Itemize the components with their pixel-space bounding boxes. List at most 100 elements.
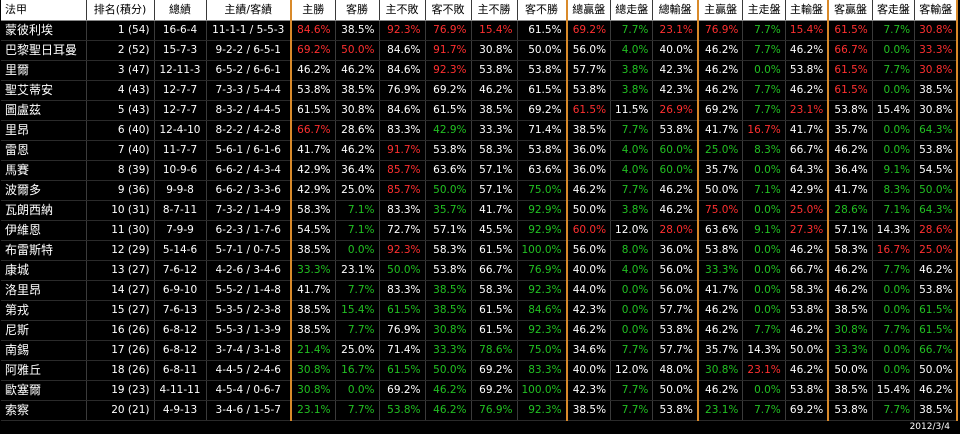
percent-cell: 0.0% <box>742 60 786 81</box>
table-row[interactable]: 里爾 3 (47) 12-11-3 6-5-2 / 6-6-1 46.2% 46.2% 84… <box>1 60 959 81</box>
percent-cell: 7.7% <box>742 40 786 61</box>
percent-cell: 50.0% <box>425 180 472 201</box>
percent-cell: 61.5% <box>471 300 518 321</box>
overall-record-cell: 12-7-7 <box>154 100 207 121</box>
percent-cell: 21.4% <box>291 340 336 361</box>
table-row[interactable]: 波爾多 9 (36) 9-9-8 6-6-2 / 3-3-6 42.9% 25.0% 85.… <box>1 180 959 201</box>
percent-cell: 60.0% <box>652 140 699 161</box>
percent-cell: 76.9% <box>425 20 472 41</box>
table-row[interactable]: 南錫 17 (26) 6-8-12 3-7-4 / 3-1-8 21.4% 25.0% 71… <box>1 340 959 361</box>
table-row[interactable]: 圖盧茲 5 (43) 12-7-7 8-3-2 / 4-4-5 61.5% 30.8% 84… <box>1 100 959 121</box>
table-row[interactable]: 蒙彼利埃 1 (54) 16-6-4 11-1-1 / 5-5-3 84.6% 38.5%… <box>1 20 959 41</box>
percent-cell: 25.0% <box>335 340 380 361</box>
table-row[interactable]: 瓦朗西納 10 (31) 8-7-11 7-3-2 / 1-4-9 58.3% 7.1% 8… <box>1 200 959 221</box>
percent-cell: 50.0% <box>652 380 699 401</box>
percent-cell: 42.9% <box>425 120 472 141</box>
percent-cell: 36.0% <box>652 240 699 261</box>
percent-cell: 46.2% <box>785 240 830 261</box>
percent-cell: 23.1% <box>335 260 380 281</box>
column-header[interactable]: 主走盤 <box>742 0 786 21</box>
table-row[interactable]: 布雷斯特 12 (29) 5-14-6 5-7-1 / 0-7-5 38.5% 0.0% 9… <box>1 240 959 261</box>
column-header[interactable]: 客不敗 <box>425 0 472 21</box>
home-away-record-cell: 6-2-3 / 1-7-6 <box>206 220 292 241</box>
column-header[interactable]: 總走盤 <box>610 0 654 21</box>
percent-cell: 38.5% <box>914 400 959 421</box>
column-header[interactable]: 客輸盤 <box>914 0 959 21</box>
percent-cell: 0.0% <box>872 360 916 381</box>
percent-cell: 56.0% <box>566 40 612 61</box>
column-header[interactable]: 主勝 <box>291 0 336 21</box>
column-header[interactable]: 總輸盤 <box>652 0 699 21</box>
column-header[interactable]: 法甲 <box>1 0 87 21</box>
column-header[interactable]: 主不勝 <box>471 0 518 21</box>
percent-cell: 46.2% <box>914 260 959 281</box>
percent-cell: 50.0% <box>697 180 744 201</box>
percent-cell: 28.6% <box>914 220 959 241</box>
percent-cell: 58.3% <box>828 240 873 261</box>
home-away-record-cell: 8-3-2 / 4-4-5 <box>206 100 292 121</box>
percent-cell: 46.2% <box>697 60 744 81</box>
overall-record-cell: 7-9-9 <box>154 220 207 241</box>
column-header[interactable]: 客勝 <box>335 0 380 21</box>
column-header[interactable]: 客贏盤 <box>828 0 873 21</box>
percent-cell: 35.7% <box>697 340 744 361</box>
table-row[interactable]: 歐塞爾 19 (23) 4-11-11 4-5-4 / 0-6-7 30.8% 0.0% 6… <box>1 380 959 401</box>
home-away-record-cell: 8-2-2 / 4-2-8 <box>206 120 292 141</box>
table-row[interactable]: 馬賽 8 (39) 10-9-6 6-6-2 / 4-3-4 42.9% 36.4% 85.… <box>1 160 959 181</box>
percent-cell: 53.8% <box>652 320 699 341</box>
percent-cell: 41.7% <box>697 280 744 301</box>
percent-cell: 60.0% <box>566 220 612 241</box>
table-row[interactable]: 索察 20 (21) 4-9-13 3-4-6 / 1-5-7 23.1% 7.7% 53.… <box>1 400 959 421</box>
percent-cell: 14.3% <box>742 340 786 361</box>
percent-cell: 30.8% <box>828 320 873 341</box>
column-header[interactable]: 客不勝 <box>517 0 568 21</box>
column-header[interactable]: 總贏盤 <box>566 0 612 21</box>
percent-cell: 7.7% <box>742 80 786 101</box>
percent-cell: 76.9% <box>471 400 518 421</box>
rank-points-cell: 5 (43) <box>86 100 155 121</box>
table-row[interactable]: 康城 13 (27) 7-6-12 4-2-6 / 3-4-6 33.3% 23.1% 50… <box>1 260 959 281</box>
percent-cell: 72.7% <box>379 220 426 241</box>
column-header[interactable]: 客走盤 <box>872 0 916 21</box>
rank-points-cell: 2 (52) <box>86 40 155 61</box>
table-row[interactable]: 阿雅丘 18 (26) 6-8-11 4-4-5 / 2-4-6 30.8% 16.7% 6… <box>1 360 959 381</box>
table-row[interactable]: 伊維恩 11 (30) 7-9-9 6-2-3 / 1-7-6 54.5% 7.1% 72.… <box>1 220 959 241</box>
column-header[interactable]: 主績/客績 <box>206 0 292 21</box>
column-header[interactable]: 主贏盤 <box>697 0 744 21</box>
table-row[interactable]: 尼斯 16 (26) 6-8-12 5-5-3 / 1-3-9 38.5% 7.7% 76.… <box>1 320 959 341</box>
percent-cell: 46.2% <box>828 280 873 301</box>
percent-cell: 7.7% <box>610 340 654 361</box>
percent-cell: 50.0% <box>335 40 380 61</box>
table-row[interactable]: 巴黎聖日耳曼 2 (52) 15-7-3 9-2-2 / 6-5-1 69.2% 50.0… <box>1 40 959 61</box>
percent-cell: 36.4% <box>335 160 380 181</box>
percent-cell: 7.7% <box>610 380 654 401</box>
percent-cell: 57.1% <box>425 220 472 241</box>
rank-points-cell: 20 (21) <box>86 400 155 421</box>
percent-cell: 7.7% <box>610 180 654 201</box>
percent-cell: 38.5% <box>291 300 336 321</box>
table-row[interactable]: 里昂 6 (40) 12-4-10 8-2-2 / 4-2-8 66.7% 28.6% 83… <box>1 120 959 141</box>
overall-record-cell: 7-6-12 <box>154 260 207 281</box>
table-row[interactable]: 洛里昂 14 (27) 6-9-10 5-5-2 / 1-4-8 41.7% 7.7% 83… <box>1 280 959 301</box>
column-header[interactable]: 主不敗 <box>379 0 426 21</box>
column-header[interactable]: 排名(積分) <box>86 0 155 21</box>
percent-cell: 50.0% <box>566 200 612 221</box>
percent-cell: 66.7% <box>785 260 830 281</box>
percent-cell: 41.7% <box>828 180 873 201</box>
percent-cell: 92.3% <box>517 280 568 301</box>
column-header[interactable]: 總績 <box>154 0 207 21</box>
percent-cell: 84.6% <box>379 40 426 61</box>
percent-cell: 7.7% <box>610 120 654 141</box>
table-row[interactable]: 聖艾蒂安 4 (43) 12-7-7 7-3-3 / 5-4-4 53.8% 38.5% 7… <box>1 80 959 101</box>
table-row[interactable]: 第戎 15 (27) 7-6-13 5-3-5 / 2-3-8 38.5% 15.4% 61… <box>1 300 959 321</box>
percent-cell: 63.6% <box>697 220 744 241</box>
percent-cell: 69.2% <box>697 100 744 121</box>
percent-cell: 50.0% <box>425 360 472 381</box>
percent-cell: 61.5% <box>517 80 568 101</box>
table-row[interactable]: 雷恩 7 (40) 11-7-7 5-6-1 / 6-1-6 41.7% 46.2% 91.… <box>1 140 959 161</box>
overall-record-cell: 12-11-3 <box>154 60 207 81</box>
percent-cell: 33.3% <box>828 340 873 361</box>
column-header[interactable]: 主輸盤 <box>785 0 830 21</box>
home-away-record-cell: 9-2-2 / 6-5-1 <box>206 40 292 61</box>
percent-cell: 0.0% <box>742 300 786 321</box>
